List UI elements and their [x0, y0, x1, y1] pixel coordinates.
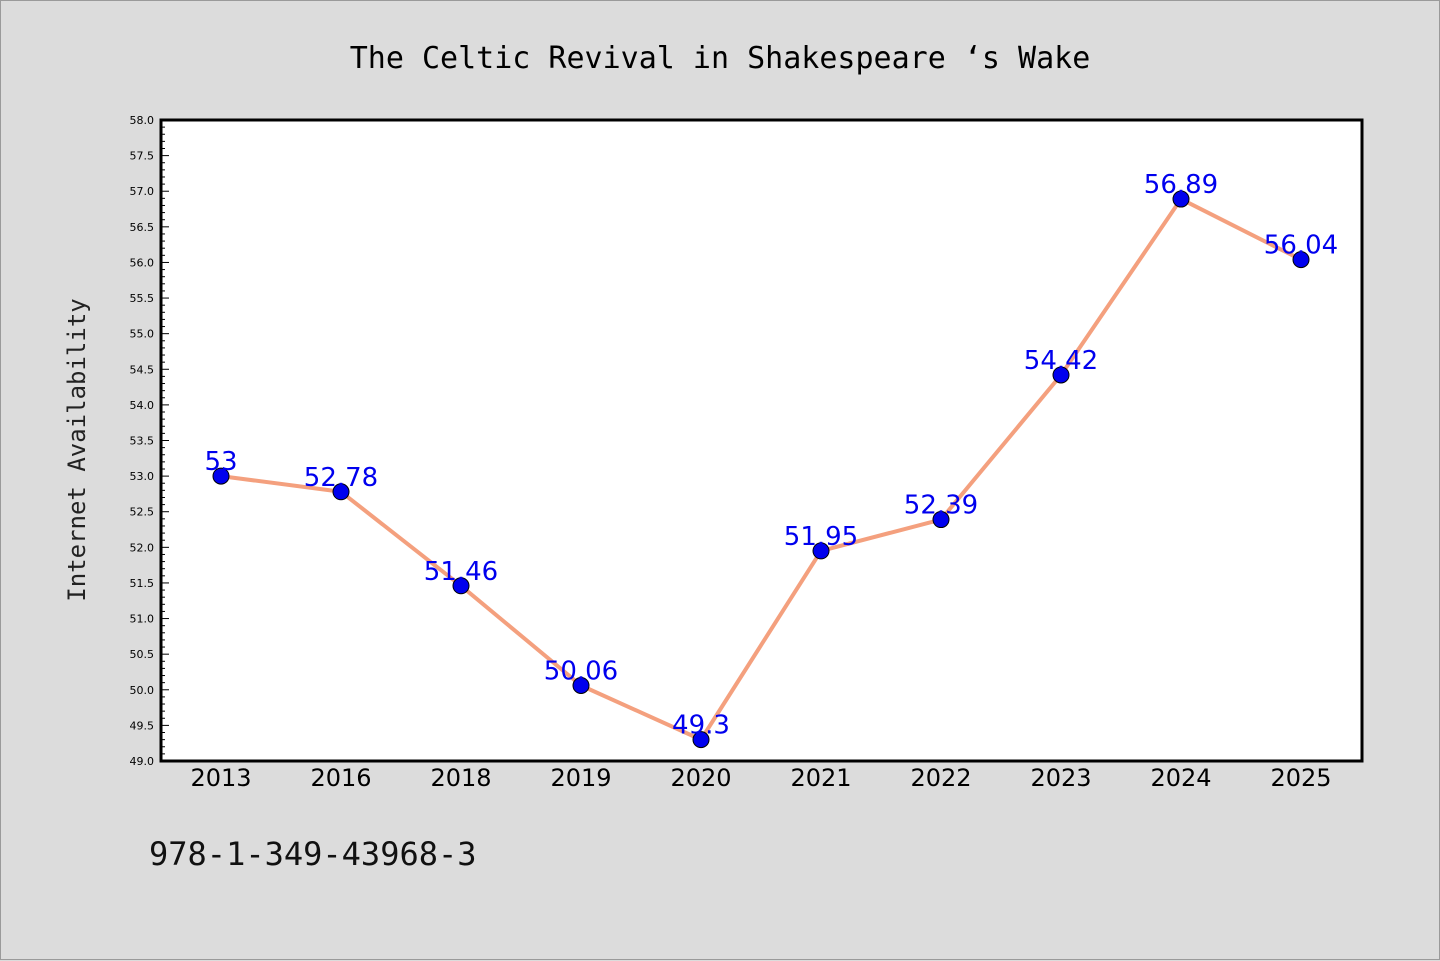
data-point-marker — [1172, 190, 1190, 208]
data-value-label: 52.78 — [304, 463, 378, 493]
data-value-label: 56.89 — [1144, 170, 1218, 200]
x-tick-label: 2019 — [550, 764, 611, 792]
x-tick-label: 2020 — [670, 764, 731, 792]
y-tick-label: 57.5 — [130, 150, 155, 163]
y-axis-ticks: 49.0 49.5 50.0 50.5 51.0 51.5 52.0 52.5 53.0 53.5… — [130, 114, 169, 768]
y-tick-label: 51.5 — [130, 577, 155, 590]
chart-title: The Celtic Revival in Shakespeare ‘s Wak… — [350, 41, 1091, 76]
y-tick-label: 52.0 — [130, 541, 155, 554]
data-point-marker — [332, 483, 350, 501]
y-tick-label: 49.0 — [130, 755, 155, 768]
y-tick-label: 56.0 — [130, 256, 155, 269]
data-value-label: 51.46 — [424, 557, 498, 587]
y-tick-label: 51.0 — [130, 613, 155, 626]
data-point-marker — [692, 731, 710, 749]
y-tick-label: 58.0 — [130, 114, 155, 127]
y-tick-label: 52.5 — [130, 506, 155, 519]
y-tick-label: 55.5 — [130, 292, 155, 305]
y-tick-label: 57.0 — [130, 185, 155, 198]
x-tick-label: 2022 — [910, 764, 971, 792]
y-tick-label: 49.5 — [130, 719, 155, 732]
y-tick-label: 53.5 — [130, 435, 155, 448]
x-tick-label: 2018 — [430, 764, 491, 792]
data-point-marker — [452, 577, 470, 595]
x-tick-label: 2025 — [1270, 764, 1331, 792]
data-markers — [212, 190, 1310, 749]
data-value-label: 49.3 — [672, 711, 730, 741]
x-axis-ticks: 2013 2016 2018 2019 2020 2021 2022 2023 2024 2025 — [190, 764, 1331, 792]
data-point-marker — [812, 542, 830, 560]
y-tick-label: 55.0 — [130, 328, 155, 341]
x-tick-label: 2023 — [1030, 764, 1091, 792]
data-labels: 53 52.78 51.46 50.06 49.3 51.95 52.39 54.42 56.8… — [204, 170, 1338, 741]
isbn-footer: 978-1-349-43968-3 — [149, 835, 477, 873]
y-tick-label: 53.0 — [130, 470, 155, 483]
y-tick-label: 54.0 — [130, 399, 155, 412]
data-point-marker — [212, 467, 230, 485]
data-value-label: 54.42 — [1024, 346, 1098, 376]
data-value-label: 53 — [204, 447, 237, 477]
x-tick-label: 2024 — [1150, 764, 1211, 792]
data-point-marker — [1292, 251, 1310, 269]
y-tick-label: 54.5 — [130, 363, 155, 376]
x-tick-label: 2016 — [310, 764, 371, 792]
data-value-label: 56.04 — [1264, 231, 1338, 261]
plot-area — [159, 118, 1364, 763]
data-point-marker — [932, 511, 950, 529]
series-line — [219, 197, 1303, 742]
x-tick-label: 2013 — [190, 764, 251, 792]
y-tick-label: 56.5 — [130, 221, 155, 234]
x-tick-label: 2021 — [790, 764, 851, 792]
series-line-group — [219, 197, 1303, 742]
data-value-label: 51.95 — [784, 522, 858, 552]
y-tick-label: 50.5 — [130, 648, 155, 661]
data-point-marker — [572, 677, 590, 695]
y-tick-label: 50.0 — [130, 684, 155, 697]
y-axis-label: Internet Availability — [63, 298, 91, 601]
data-point-marker — [1052, 366, 1070, 384]
data-value-label: 52.39 — [904, 491, 978, 521]
data-value-label: 50.06 — [544, 657, 618, 687]
